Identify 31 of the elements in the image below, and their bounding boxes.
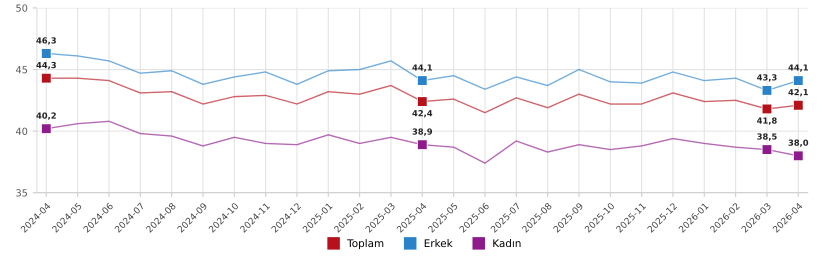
data-label: 43,3 [757, 74, 777, 82]
point [793, 75, 804, 86]
data-label: 38,0 [788, 140, 808, 147]
point [793, 150, 804, 162]
point [793, 100, 804, 111]
point [417, 75, 428, 86]
data-label: 42,4 [412, 110, 432, 118]
data-label: 46,3 [36, 37, 56, 45]
point [762, 104, 772, 114]
point [762, 85, 772, 96]
data-label: 38,5 [757, 133, 777, 141]
y-tick-label: 35 [16, 189, 28, 197]
point [41, 48, 52, 59]
data-label: 42,1 [788, 88, 808, 96]
y-tick-label: 50 [16, 4, 28, 12]
y-tick-label: 45 [16, 66, 28, 74]
legend-label: Erkek [424, 239, 453, 248]
point [41, 72, 52, 84]
data-label: 40,2 [36, 112, 56, 120]
point [41, 123, 52, 134]
point [762, 144, 772, 155]
data-label: 38,9 [412, 128, 432, 136]
data-label: 41,8 [757, 117, 777, 125]
legend-label: Kadın [493, 239, 521, 248]
y-tick-label: 40 [16, 128, 28, 135]
data-label: 44,1 [788, 64, 808, 72]
legend-label: Toplam [347, 239, 384, 250]
point [417, 96, 428, 107]
data-label: 44,1 [412, 64, 432, 72]
point [417, 139, 428, 150]
data-label: 44,3 [36, 62, 56, 70]
